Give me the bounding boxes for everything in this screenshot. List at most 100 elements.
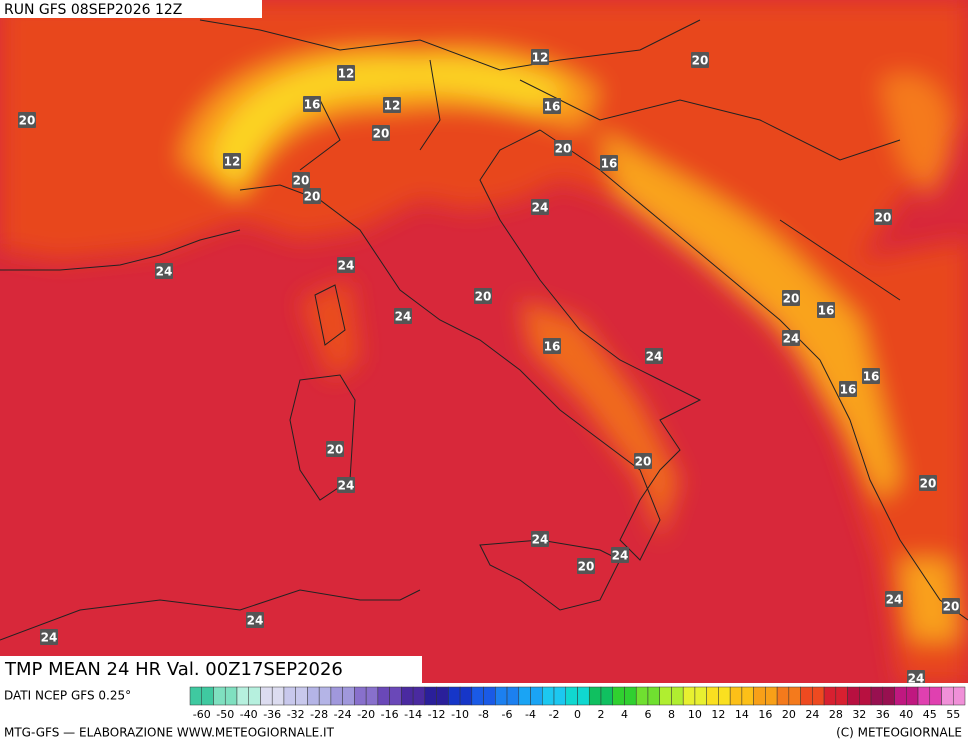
colorbar-swatch: [600, 686, 613, 706]
colorbar-swatch: [624, 686, 637, 706]
colorbar-label: 4: [621, 708, 628, 721]
colorbar-label: -4: [525, 708, 536, 721]
contour-label-box: [543, 98, 561, 114]
contour-label: 16: [544, 100, 561, 114]
colorbar-label: -24: [334, 708, 352, 721]
contour-label: 24: [783, 332, 800, 346]
colorbar-label: 6: [644, 708, 651, 721]
contour-label: 12: [532, 51, 549, 65]
colorbar-swatch: [835, 686, 848, 706]
colorbar-swatch: [365, 686, 379, 706]
colorbar-swatch: [776, 686, 790, 706]
contour-label-box: [155, 263, 173, 279]
contour-label-box: [303, 96, 321, 112]
contour-label: 24: [532, 201, 549, 215]
colorbar-swatch: [459, 686, 473, 706]
colorbar-swatch: [424, 686, 437, 706]
colorbar-swatch: [694, 686, 707, 706]
colorbar-label: -40: [240, 708, 258, 721]
colorbar-label: -60: [193, 708, 211, 721]
product-box: [0, 656, 422, 683]
contour-label-box: [40, 629, 58, 645]
contour-label-box: [885, 591, 903, 607]
colorbar-swatch: [495, 686, 508, 706]
colorbar-swatch: [342, 686, 355, 706]
colorbar-swatch: [729, 686, 743, 706]
contour-label-box: [554, 140, 572, 156]
colorbar-swatch: [412, 686, 426, 706]
colorbar-label: -10: [451, 708, 469, 721]
colorbar-label: -16: [381, 708, 399, 721]
contour-label-box: [691, 52, 709, 68]
colorbar-swatch: [224, 686, 238, 706]
contour-label: 12: [224, 155, 241, 169]
contour-label-box: [782, 330, 800, 346]
colorbar-swatch: [542, 686, 555, 706]
source-label: DATI NCEP GFS 0.25°: [4, 689, 131, 703]
contour-label: 20: [327, 443, 344, 457]
contour-label: 24: [338, 479, 355, 493]
colorbar-swatch: [882, 686, 895, 706]
colorbar-swatch: [859, 686, 872, 706]
colorbar-swatch: [682, 686, 696, 706]
colorbar-swatch: [248, 686, 261, 706]
contour-label: 20: [692, 54, 709, 68]
contour-label: 20: [475, 290, 492, 304]
contour-label-box: [18, 112, 36, 128]
colorbar-swatch: [706, 686, 719, 706]
contour-label-box: [634, 453, 652, 469]
contour-label-box: [645, 348, 663, 364]
contour-label: 20: [304, 190, 321, 204]
colorbar-swatch: [307, 686, 320, 706]
colorbar-swatch: [553, 686, 567, 706]
contour-label-box: [577, 558, 595, 574]
colorbar-swatch: [330, 686, 343, 706]
contour-label: 24: [532, 533, 549, 547]
footer-left: MTG-GFS — ELABORAZIONE WWW.METEOGIORNALE…: [4, 726, 335, 740]
contour-label: 16: [818, 304, 835, 318]
colorbar-swatch: [318, 686, 332, 706]
colorbar-swatch: [436, 686, 449, 706]
colorbar-label: 45: [923, 708, 937, 721]
contour-label-box: [919, 475, 937, 491]
colorbar-swatch: [201, 686, 214, 706]
contour-label-box: [942, 598, 960, 614]
colorbar-label: -50: [216, 708, 234, 721]
contour-label: 24: [886, 593, 903, 607]
colorbar-swatch: [953, 686, 966, 706]
contour-label: 12: [338, 67, 355, 81]
contour-label-box: [817, 302, 835, 318]
colorbar-label: 40: [899, 708, 913, 721]
colorbar-swatch: [612, 686, 625, 706]
contour-label-box: [303, 188, 321, 204]
colorbar-swatch: [929, 686, 942, 706]
colorbar-label: 14: [735, 708, 749, 721]
colorbar-label: -12: [428, 708, 446, 721]
footer-right: (C) METEOGIORNALE: [836, 726, 962, 740]
colorbar-swatch: [389, 686, 402, 706]
colorbar-swatch: [812, 686, 825, 706]
colorbar-label: 24: [805, 708, 819, 721]
contour-label-box: [337, 477, 355, 493]
run-label: RUN GFS 08SEP2026 12Z: [4, 2, 182, 18]
contour-label: 24: [247, 614, 264, 628]
contour-label-box: [372, 125, 390, 141]
contour-label: 24: [41, 631, 58, 645]
colorbar-label: 0: [574, 708, 581, 721]
colorbar-swatch: [483, 686, 496, 706]
contour-label-box: [394, 308, 412, 324]
contour-label: 20: [635, 455, 652, 469]
contour-label: 20: [578, 560, 595, 574]
contour-label-box: [531, 49, 549, 65]
colorbar-label: 10: [688, 708, 702, 721]
contour-label: 24: [338, 259, 355, 273]
colorbar-swatch: [671, 686, 684, 706]
contour-label: 24: [908, 672, 925, 686]
colorbar-swatch: [765, 686, 778, 706]
colorbar-label: -2: [549, 708, 560, 721]
contour-label-box: [246, 612, 264, 628]
colorbar-swatch: [800, 686, 813, 706]
colorbar-swatch: [847, 686, 860, 706]
colorbar-swatch: [377, 686, 390, 706]
